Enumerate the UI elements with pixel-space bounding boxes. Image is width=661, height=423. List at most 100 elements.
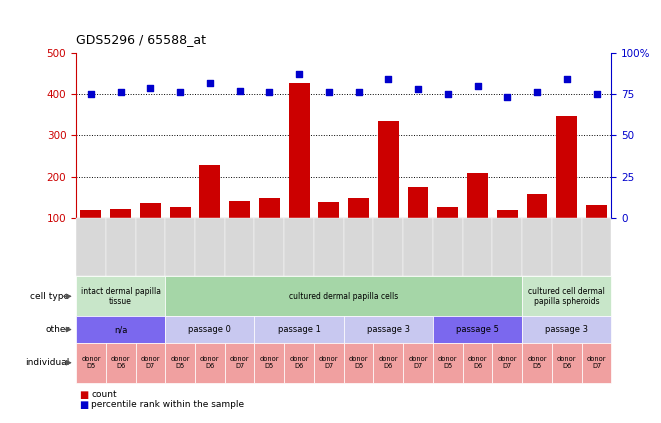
Text: count: count (91, 390, 117, 399)
Text: GSM1090248: GSM1090248 (564, 219, 570, 266)
Text: donor
D5: donor D5 (171, 356, 190, 369)
Text: donor
D6: donor D6 (557, 356, 576, 369)
Point (205, 79, 215, 86)
Text: donor
D5: donor D5 (260, 356, 279, 369)
Text: cell type: cell type (30, 292, 69, 301)
Bar (522, 53, 552, 218)
Point (86, 91, 97, 98)
Bar (378, 121, 399, 218)
Text: ■: ■ (79, 390, 89, 400)
Bar (348, 198, 369, 218)
Text: GSM1090242: GSM1090242 (385, 219, 391, 266)
Bar (259, 198, 280, 218)
Text: passage 3: passage 3 (545, 325, 588, 334)
Point (443, 91, 453, 98)
Bar (254, 53, 284, 218)
Text: GSM1090235: GSM1090235 (177, 219, 183, 266)
Text: donor
D7: donor D7 (498, 356, 517, 369)
Text: GSM1090232: GSM1090232 (88, 219, 94, 266)
Bar (106, 53, 136, 218)
Text: passage 0: passage 0 (188, 325, 231, 334)
Text: donor
D7: donor D7 (587, 356, 606, 369)
Bar (314, 53, 344, 218)
Bar (140, 203, 161, 218)
Bar (552, 53, 582, 218)
Text: GSM1090241: GSM1090241 (356, 219, 362, 266)
Text: intact dermal papilla
tissue: intact dermal papilla tissue (81, 287, 161, 306)
Text: GSM1090247: GSM1090247 (534, 219, 540, 266)
Bar (284, 53, 314, 218)
Point (592, 91, 602, 98)
Text: cultured cell dermal
papilla spheroids: cultured cell dermal papilla spheroids (528, 287, 605, 306)
Point (175, 89, 185, 96)
Text: donor
D6: donor D6 (379, 356, 398, 369)
Text: cultured dermal papilla cells: cultured dermal papilla cells (289, 292, 399, 301)
Text: GSM1090244: GSM1090244 (445, 219, 451, 266)
Text: donor
D6: donor D6 (200, 356, 219, 369)
Point (324, 89, 334, 96)
Text: donor
D5: donor D5 (81, 356, 100, 369)
Bar (200, 165, 220, 218)
Text: percentile rank within the sample: percentile rank within the sample (91, 400, 245, 409)
Point (412, 86, 424, 93)
Bar (165, 53, 195, 218)
Bar (433, 53, 463, 218)
Bar (463, 53, 492, 218)
Text: donor
D7: donor D7 (408, 356, 428, 369)
Bar (229, 201, 250, 218)
Text: GSM1090237: GSM1090237 (237, 219, 243, 266)
Text: n/a: n/a (114, 325, 128, 334)
Point (264, 89, 275, 96)
Text: passage 5: passage 5 (456, 325, 499, 334)
Bar (344, 53, 373, 218)
Text: GDS5296 / 65588_at: GDS5296 / 65588_at (76, 33, 206, 47)
Text: GSM1090245: GSM1090245 (475, 219, 481, 266)
Text: GSM1090233: GSM1090233 (118, 219, 124, 266)
Text: donor
D7: donor D7 (319, 356, 338, 369)
Bar (438, 207, 458, 218)
Text: donor
D5: donor D5 (438, 356, 457, 369)
Bar (110, 209, 131, 218)
Bar (557, 115, 577, 218)
Bar (76, 53, 106, 218)
Point (116, 89, 126, 96)
Bar (195, 53, 225, 218)
Text: donor
D6: donor D6 (111, 356, 130, 369)
Text: individual: individual (25, 358, 69, 367)
Bar (81, 210, 101, 218)
Text: GSM1090239: GSM1090239 (296, 219, 302, 266)
Text: GSM1090238: GSM1090238 (266, 219, 272, 266)
Bar (467, 173, 488, 218)
Point (532, 89, 543, 96)
Bar (403, 53, 433, 218)
Text: donor
D5: donor D5 (527, 356, 547, 369)
Bar (408, 187, 428, 218)
Bar (492, 53, 522, 218)
Text: GSM1090243: GSM1090243 (415, 219, 421, 266)
Bar (373, 53, 403, 218)
Text: donor
D7: donor D7 (141, 356, 160, 369)
Text: GSM1090249: GSM1090249 (594, 219, 600, 266)
Point (354, 89, 364, 96)
Bar (225, 53, 254, 218)
Text: donor
D6: donor D6 (468, 356, 487, 369)
Point (502, 94, 513, 101)
Point (235, 88, 245, 94)
Point (145, 84, 156, 91)
Text: GSM1090234: GSM1090234 (147, 219, 153, 266)
Bar (582, 53, 611, 218)
Text: passage 3: passage 3 (367, 325, 410, 334)
Bar (319, 202, 339, 218)
Point (562, 76, 572, 82)
Text: donor
D7: donor D7 (230, 356, 249, 369)
Bar (136, 53, 165, 218)
Point (294, 71, 305, 78)
Text: GSM1090236: GSM1090236 (207, 219, 213, 266)
Bar (586, 206, 607, 218)
Text: other: other (45, 325, 69, 334)
Bar (497, 210, 518, 218)
Text: donor
D5: donor D5 (349, 356, 368, 369)
Bar (527, 194, 547, 218)
Bar (289, 82, 309, 218)
Text: GSM1090240: GSM1090240 (326, 219, 332, 266)
